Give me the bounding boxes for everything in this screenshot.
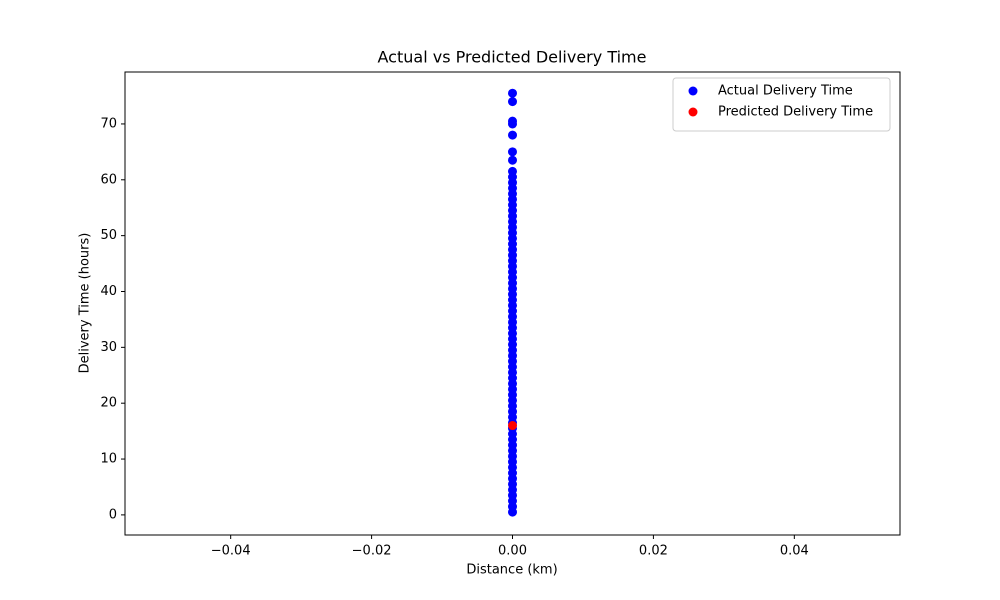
chart-title: Actual vs Predicted Delivery Time xyxy=(378,48,647,67)
legend-box xyxy=(672,77,891,132)
scatter-point xyxy=(508,88,517,98)
x-tick-label: 0.04 xyxy=(780,544,809,559)
x-tick-label: 0.02 xyxy=(639,544,668,559)
y-tick-label: 60 xyxy=(100,172,117,187)
scatter-point xyxy=(508,116,517,126)
y-tick-label: 50 xyxy=(100,228,117,243)
y-axis-label: Delivery Time (hours) xyxy=(78,233,93,374)
x-tick-label: −0.02 xyxy=(352,544,392,559)
y-tick-label: 0 xyxy=(109,507,117,522)
x-tick-label: −0.04 xyxy=(211,544,251,559)
x-axis-label: Distance (km) xyxy=(466,563,557,578)
legend-label: Actual Delivery Time xyxy=(718,84,853,99)
scatter-point xyxy=(508,421,517,431)
y-tick-label: 30 xyxy=(100,340,117,355)
y-tick-label: 10 xyxy=(100,452,117,467)
x-tick-label: 0.00 xyxy=(498,544,527,559)
legend-label: Predicted Delivery Time xyxy=(718,105,873,120)
legend-marker xyxy=(688,86,698,96)
scatter-point xyxy=(508,166,517,176)
legend-marker xyxy=(688,107,698,117)
scatter-point xyxy=(508,147,517,157)
plot-frame xyxy=(124,71,901,536)
scatter-point xyxy=(508,155,517,165)
scatter-point xyxy=(508,130,517,140)
scatter-point xyxy=(508,97,517,107)
y-tick-label: 70 xyxy=(100,116,117,131)
y-tick-label: 40 xyxy=(100,284,117,299)
y-tick-label: 20 xyxy=(100,396,117,411)
